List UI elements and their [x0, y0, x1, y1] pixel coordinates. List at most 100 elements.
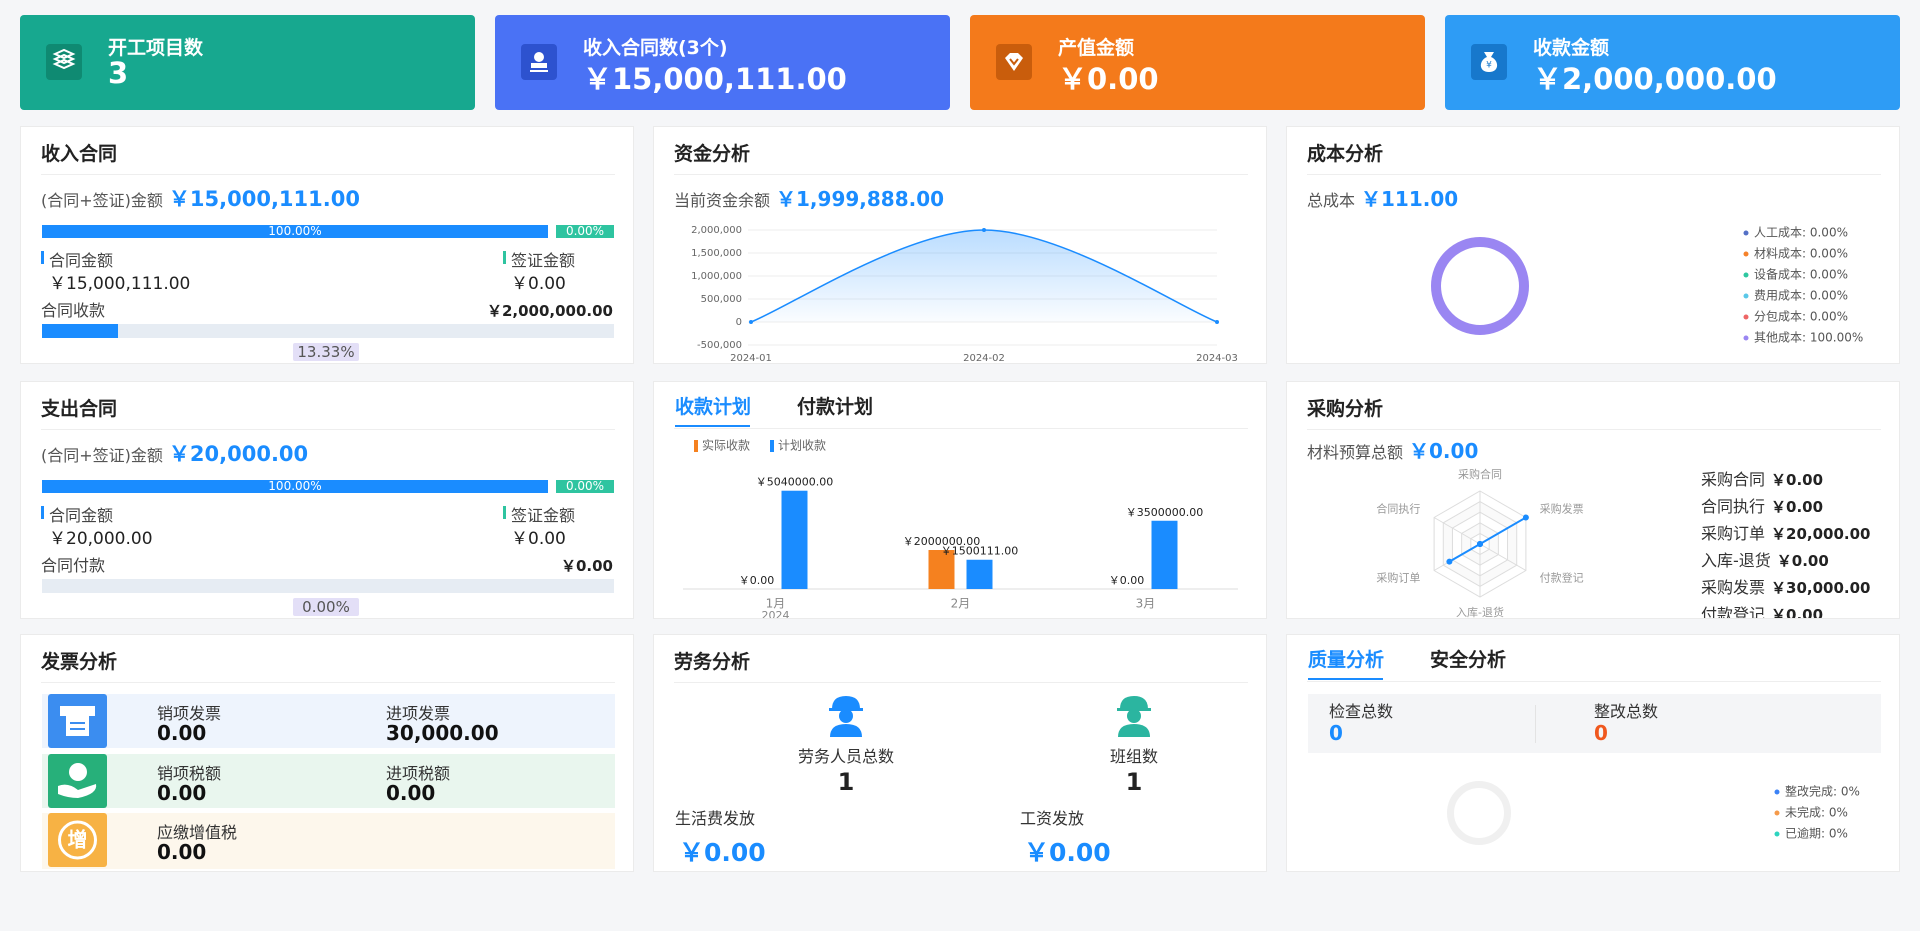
radar-label: 付款登记: [1540, 570, 1584, 584]
invoice-value: 0.00: [157, 840, 207, 864]
stat-value: ￥2,000,000.00: [1533, 62, 1777, 96]
legend-marker: [694, 440, 698, 452]
icon-shape: [1009, 58, 1019, 66]
share-bar: 100.00%: [42, 225, 548, 238]
budget-value: ￥0.00: [1409, 439, 1479, 463]
item-amount: ￥0.00: [1771, 498, 1824, 516]
invoice-row: [42, 754, 615, 808]
item-name: 合同执行: [1701, 497, 1766, 516]
tab[interactable]: 质量分析: [1308, 649, 1385, 671]
contract-label: 合同金额: [49, 251, 114, 270]
amount-value: ￥15,000,111.00: [168, 187, 360, 211]
payment-value: ￥0.00: [1024, 838, 1111, 867]
y-tick-label: 0: [736, 317, 742, 328]
stat-icon: [996, 44, 1032, 80]
tab[interactable]: 安全分析: [1430, 649, 1507, 671]
radar-axis: [1433, 517, 1481, 545]
icon-shape: [1480, 52, 1498, 72]
stat-label: 开工项目数: [108, 37, 204, 59]
x-tick-label: 2024-02: [963, 353, 1005, 364]
legend-dot: [1743, 293, 1749, 299]
panel-title: 资金分析: [674, 143, 751, 165]
divider: [674, 174, 1248, 175]
invoice-icon: 增: [48, 813, 107, 867]
purchase-item: 付款登记 ￥0.00: [1701, 601, 1823, 618]
icon-shape: [534, 52, 544, 62]
legend-label: 人工成本: 0.00%: [1754, 226, 1848, 240]
area: [751, 230, 1217, 322]
y-tick-label: 500,000: [701, 294, 742, 305]
settled-label: 合同付款: [41, 556, 106, 575]
tab-underline: [675, 425, 750, 427]
stat-value: ￥0.00: [1058, 62, 1159, 96]
worker-icon: [829, 696, 863, 737]
radar-point: [1477, 541, 1483, 547]
item-name: 采购发票: [1701, 578, 1766, 597]
value-label: ￥3500000.00: [1126, 506, 1203, 519]
stat-value: 3: [108, 56, 129, 90]
divider: [674, 682, 1248, 683]
invoice-label: 应缴增值税: [157, 823, 238, 842]
value-label: ￥5040000.00: [756, 476, 833, 489]
tab[interactable]: 收款计划: [675, 396, 752, 418]
icon-shape: [839, 709, 853, 723]
radar-point: [1446, 558, 1453, 565]
radar-point: [1522, 514, 1529, 521]
amount-row: (合同+签证)金额 ￥15,000,111.00: [41, 183, 360, 213]
icon-bg: [48, 813, 107, 867]
value-label: ￥0.00: [1109, 574, 1145, 587]
payment-label: 工资发放: [1020, 809, 1085, 828]
legend-label: 计划收款: [778, 439, 826, 453]
value-label: ￥2000000.00: [903, 535, 980, 548]
legend-dot: [1743, 251, 1749, 257]
labor-stat-value: 1: [837, 768, 855, 796]
plan: 收款计划 付款计划 实际收款 计划收款 1月 2024 ￥0.00 ￥5040000.00 2月…: [653, 381, 1267, 619]
divider: [674, 428, 1248, 429]
legend-label: 分包成本: 0.00%: [1754, 310, 1848, 324]
ring-bg: [1447, 781, 1511, 845]
invoice-row: [42, 694, 615, 748]
bar: [928, 550, 955, 589]
item-amount: ￥0.00: [1776, 552, 1829, 570]
purchase-item: 入库-退货 ￥0.00: [1701, 547, 1829, 571]
tab[interactable]: 付款计划: [797, 396, 874, 418]
expense-contract: 支出合同 (合同+签证)金额 ￥20,000.00 100.00% 0.00% 合同金额 ￥…: [20, 381, 634, 619]
legend-dot: [1774, 831, 1780, 837]
amount-value: ￥20,000.00: [168, 442, 309, 466]
progress-track: [42, 579, 614, 593]
share-label: 100.00%: [268, 224, 322, 238]
stats-divider: [1535, 705, 1536, 743]
item-name: 入库-退货: [1701, 551, 1771, 570]
stat-label: 收入合同数(3个): [583, 37, 728, 59]
icon-shape: [69, 763, 87, 781]
panel-title: 收入合同: [41, 143, 118, 165]
bar: [966, 559, 993, 589]
line-chart: -500,000 0 500,000 1,000,000 1,500,000 2,000,…: [691, 225, 1238, 364]
icon-shape: [1118, 724, 1150, 737]
settled-amount: ￥2,000,000.00: [486, 302, 613, 320]
settled-amount: ￥0.00: [560, 557, 613, 575]
stat-card: 收入合同数(3个) ￥15,000,111.00: [495, 15, 950, 110]
settled-label: 合同收款: [41, 301, 106, 320]
payment-label: 生活费发放: [675, 809, 756, 828]
balance-value: ￥1,999,888.00: [776, 187, 945, 211]
purchase-analysis: 采购分析 材料预算总额 ￥0.00 采购合同 采购发票 付款登记 入库-退货 采购订单 合同执行…: [1286, 381, 1900, 619]
purchase-item: 合同执行 ￥0.00: [1701, 493, 1823, 517]
stat-card: ¥ 收款金额 ￥2,000,000.00: [1445, 15, 1900, 110]
balance-row: 当前资金余额 ￥1,999,888.00: [674, 183, 944, 212]
panel-title: 发票分析: [41, 651, 118, 673]
fund-analysis: 资金分析 当前资金余额 ￥1,999,888.00 -500,000 0 500,000 1…: [653, 126, 1267, 364]
legend-label: 其他成本: 100.00%: [1754, 331, 1863, 345]
labor-stat-label: 劳务人员总数: [797, 747, 894, 766]
panel-title: 支出合同: [41, 398, 118, 420]
invoice-label: 销项税额: [157, 764, 222, 783]
total-row: 总成本 ￥111.00: [1307, 183, 1458, 212]
invoice-row: [42, 813, 615, 869]
invoice-icon: [48, 694, 107, 748]
stat-value: ￥15,000,111.00: [583, 62, 847, 96]
progress-track: [42, 324, 614, 338]
bar: [1151, 520, 1178, 589]
cost-analysis: 成本分析 总成本 ￥111.00 人工成本: 0.00% 材料成本: 0.00% 设备成本…: [1286, 126, 1900, 364]
share-label: 0.00%: [556, 480, 614, 493]
